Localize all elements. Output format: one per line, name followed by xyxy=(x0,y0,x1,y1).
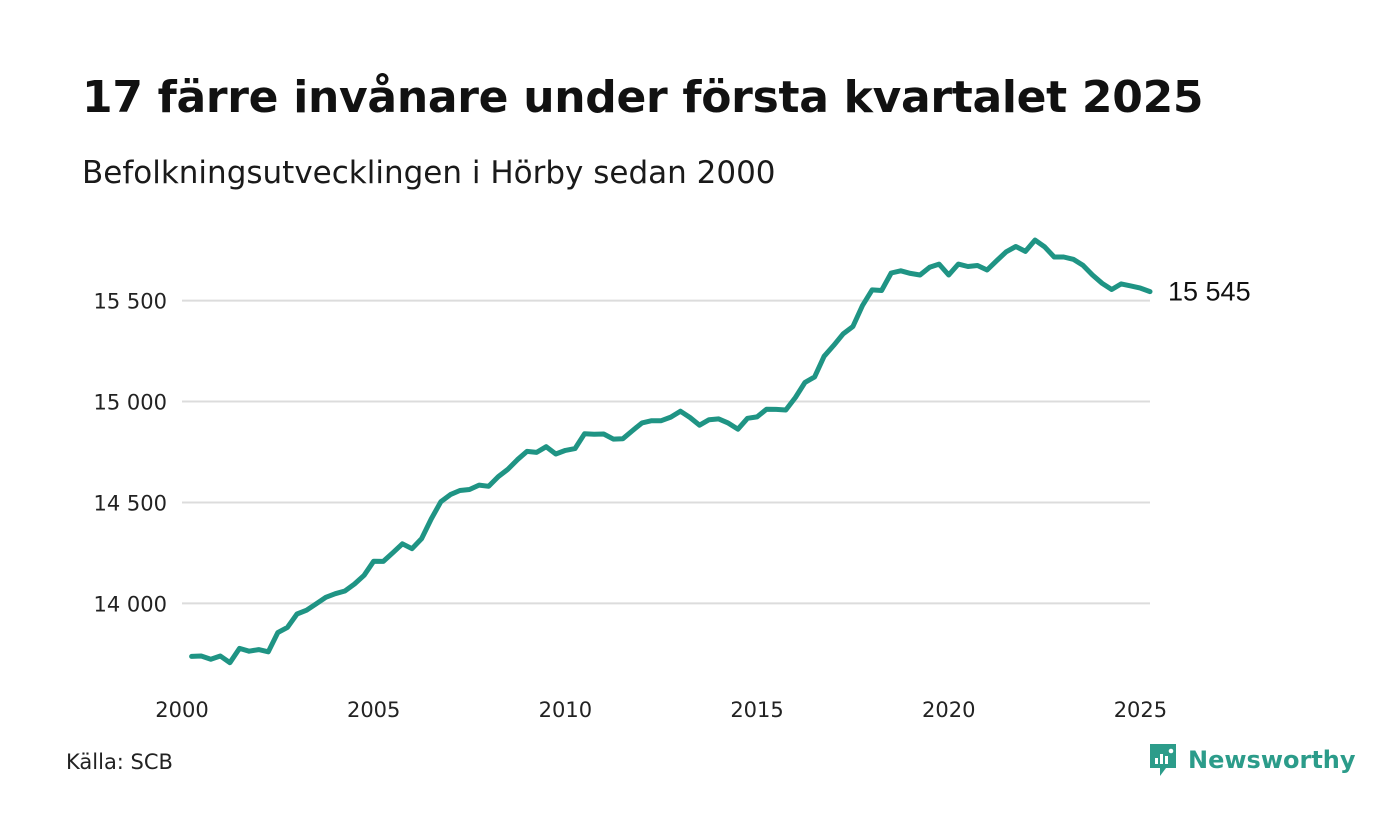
x-tick-label: 2020 xyxy=(922,698,975,722)
x-tick-label: 2025 xyxy=(1114,698,1167,722)
end-value-label: 15 545 xyxy=(1168,277,1251,307)
y-tick-label: 14 000 xyxy=(94,592,167,616)
y-axis-tick-labels: 14 000 14 500 15 000 15 500 xyxy=(94,290,167,617)
brand-logo-group: Newsworthy xyxy=(1148,742,1356,778)
x-tick-label: 2010 xyxy=(539,698,592,722)
source-note: Källa: SCB xyxy=(66,750,173,774)
y-tick-label: 15 000 xyxy=(94,391,167,415)
x-tick-label: 2015 xyxy=(730,698,783,722)
x-tick-label: 2005 xyxy=(347,698,400,722)
y-tick-label: 14 500 xyxy=(94,491,167,515)
y-tick-label: 15 500 xyxy=(94,290,167,314)
brand-name: Newsworthy xyxy=(1188,746,1356,774)
population-series-line xyxy=(189,237,1153,666)
chart-title: 17 färre invånare under första kvartalet… xyxy=(82,72,1204,123)
x-tick-label: 2000 xyxy=(155,698,208,722)
chart-subtitle: Befolkningsutvecklingen i Hörby sedan 20… xyxy=(82,155,776,191)
gridlines xyxy=(182,299,1150,605)
x-axis-tick-labels: 2000 2005 2010 2015 2020 2025 xyxy=(155,698,1167,722)
newsworthy-logo-icon xyxy=(1150,744,1176,776)
